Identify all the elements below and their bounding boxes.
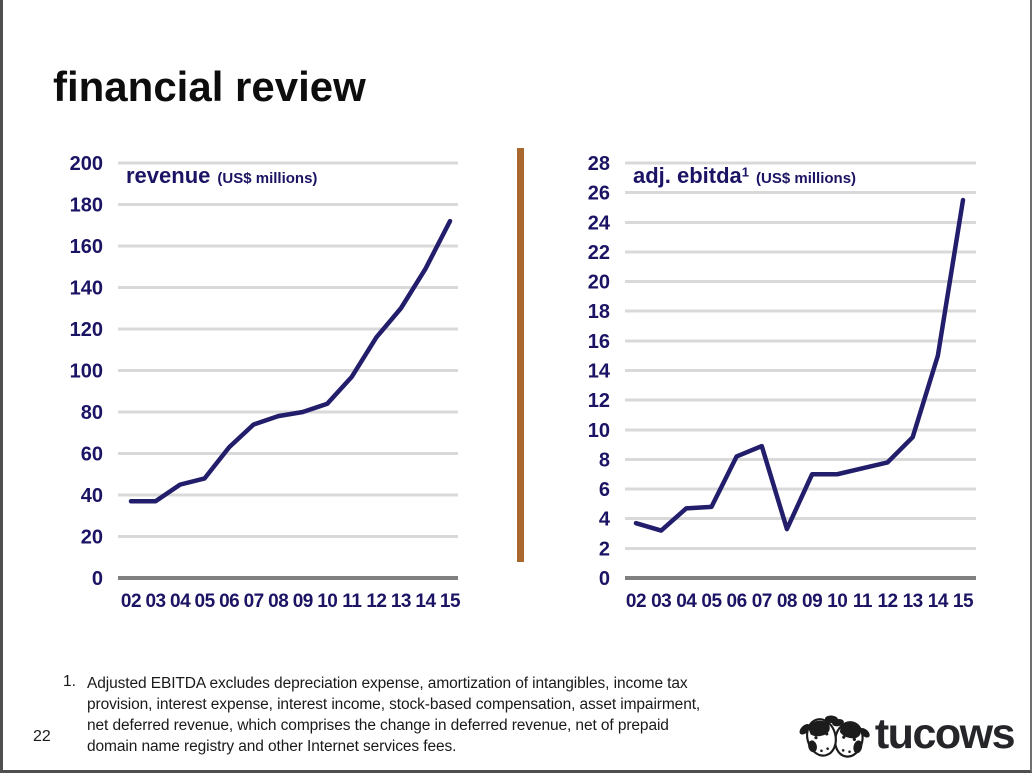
svg-text:40: 40 [81,485,103,507]
page-title: financial review [53,63,366,110]
svg-text:03: 03 [145,591,165,612]
svg-text:0: 0 [599,568,610,590]
svg-text:80: 80 [81,402,103,424]
svg-text:26: 26 [588,183,610,205]
svg-text:02: 02 [121,591,141,612]
svg-text:15: 15 [440,591,461,612]
svg-text:04: 04 [676,591,697,612]
svg-text:28: 28 [588,153,610,175]
svg-text:8: 8 [599,449,610,471]
svg-text:180: 180 [70,195,103,217]
svg-text:11: 11 [853,591,873,612]
ebitda-chart-units-label: (US$ millions) [756,170,857,187]
footnote-marker: 1. [63,673,76,690]
svg-text:24: 24 [588,212,611,234]
ebitda-chart-title-text: adj. ebitda [633,163,742,188]
svg-text:12: 12 [588,390,610,412]
svg-text:10: 10 [827,591,847,612]
ebitda-chart-title: adj. ebitda1 (US$ millions) [633,163,856,189]
svg-text:140: 140 [70,278,103,300]
svg-text:22: 22 [588,242,610,264]
svg-text:08: 08 [777,591,797,612]
svg-text:100: 100 [70,361,103,383]
svg-text:09: 09 [802,591,822,612]
svg-text:0: 0 [92,568,103,590]
footnote-line: net deferred revenue, which comprises th… [87,717,669,734]
svg-text:16: 16 [588,331,610,353]
svg-text:20: 20 [81,527,103,549]
page-number: 22 [33,728,51,745]
svg-text:14: 14 [415,591,436,612]
svg-text:4: 4 [599,509,611,531]
footnote-line: Adjusted EBITDA excludes depreciation ex… [87,675,688,692]
svg-text:10: 10 [317,591,337,612]
revenue-chart-units-label: (US$ millions) [217,170,318,187]
footnote-text: Adjusted EBITDA excludes depreciation ex… [87,673,792,757]
svg-text:02: 02 [626,591,646,612]
svg-text:60: 60 [81,444,103,466]
svg-text:15: 15 [953,591,974,612]
revenue-chart-title: revenue (US$ millions) [126,163,317,189]
svg-text:200: 200 [70,153,103,175]
svg-text:160: 160 [70,236,103,258]
svg-text:03: 03 [651,591,671,612]
svg-text:12: 12 [877,591,897,612]
chart-divider [517,148,524,562]
footnote-line: domain name registry and other Internet … [87,738,457,755]
two-cow-heads-icon [799,715,870,758]
svg-text:6: 6 [599,479,610,501]
svg-text:09: 09 [293,591,313,612]
svg-text:13: 13 [391,591,411,612]
svg-text:2: 2 [599,538,610,560]
svg-text:06: 06 [219,591,239,612]
svg-text:12: 12 [366,591,386,612]
svg-text:05: 05 [701,591,722,612]
footnote-line: provision, interest expense, interest in… [87,696,701,713]
svg-text:13: 13 [903,591,923,612]
svg-text:05: 05 [195,591,216,612]
svg-text:06: 06 [727,591,747,612]
svg-text:14: 14 [928,591,949,612]
svg-text:10: 10 [588,420,610,442]
svg-text:07: 07 [752,591,772,612]
tucows-logo-text: tucows [874,709,1016,758]
svg-text:120: 120 [70,319,103,341]
svg-text:14: 14 [588,361,611,383]
svg-text:20: 20 [588,272,610,294]
revenue-chart-title-text: revenue [126,163,211,188]
svg-text:11: 11 [342,591,362,612]
tucows-logo: tucows [799,708,1016,760]
svg-text:07: 07 [244,591,264,612]
svg-text:08: 08 [268,591,288,612]
ebitda-title-sup: 1 [741,164,750,180]
svg-text:04: 04 [170,591,191,612]
svg-text:18: 18 [588,301,610,323]
